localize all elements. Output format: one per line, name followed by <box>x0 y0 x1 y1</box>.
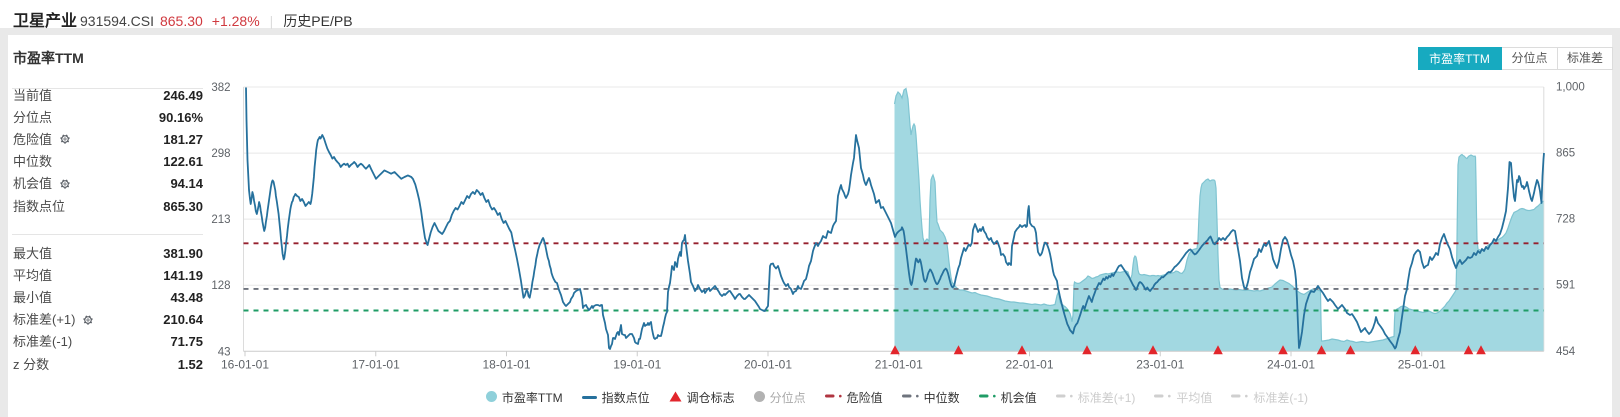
svg-text:728: 728 <box>1556 214 1575 226</box>
svg-text:865: 865 <box>1556 148 1575 160</box>
svg-text:17-01-01: 17-01-01 <box>352 358 400 372</box>
svg-text:382: 382 <box>211 82 230 94</box>
svg-text:23-01-01: 23-01-01 <box>1136 358 1184 372</box>
svg-text:16-01-01: 16-01-01 <box>221 358 269 372</box>
svg-text:22-01-01: 22-01-01 <box>1005 358 1053 372</box>
svg-text:25-01-01: 25-01-01 <box>1398 358 1446 372</box>
svg-text:454: 454 <box>1556 346 1576 358</box>
svg-text:1,000: 1,000 <box>1556 82 1585 94</box>
svg-text:213: 213 <box>211 214 230 226</box>
svg-text:20-01-01: 20-01-01 <box>744 358 792 372</box>
svg-text:128: 128 <box>211 280 230 292</box>
svg-text:21-01-01: 21-01-01 <box>875 358 923 372</box>
svg-text:18-01-01: 18-01-01 <box>482 358 530 372</box>
svg-text:591: 591 <box>1556 280 1575 292</box>
svg-text:43: 43 <box>218 346 231 358</box>
svg-text:19-01-01: 19-01-01 <box>613 358 661 372</box>
svg-text:24-01-01: 24-01-01 <box>1267 358 1315 372</box>
svg-text:298: 298 <box>211 148 230 160</box>
